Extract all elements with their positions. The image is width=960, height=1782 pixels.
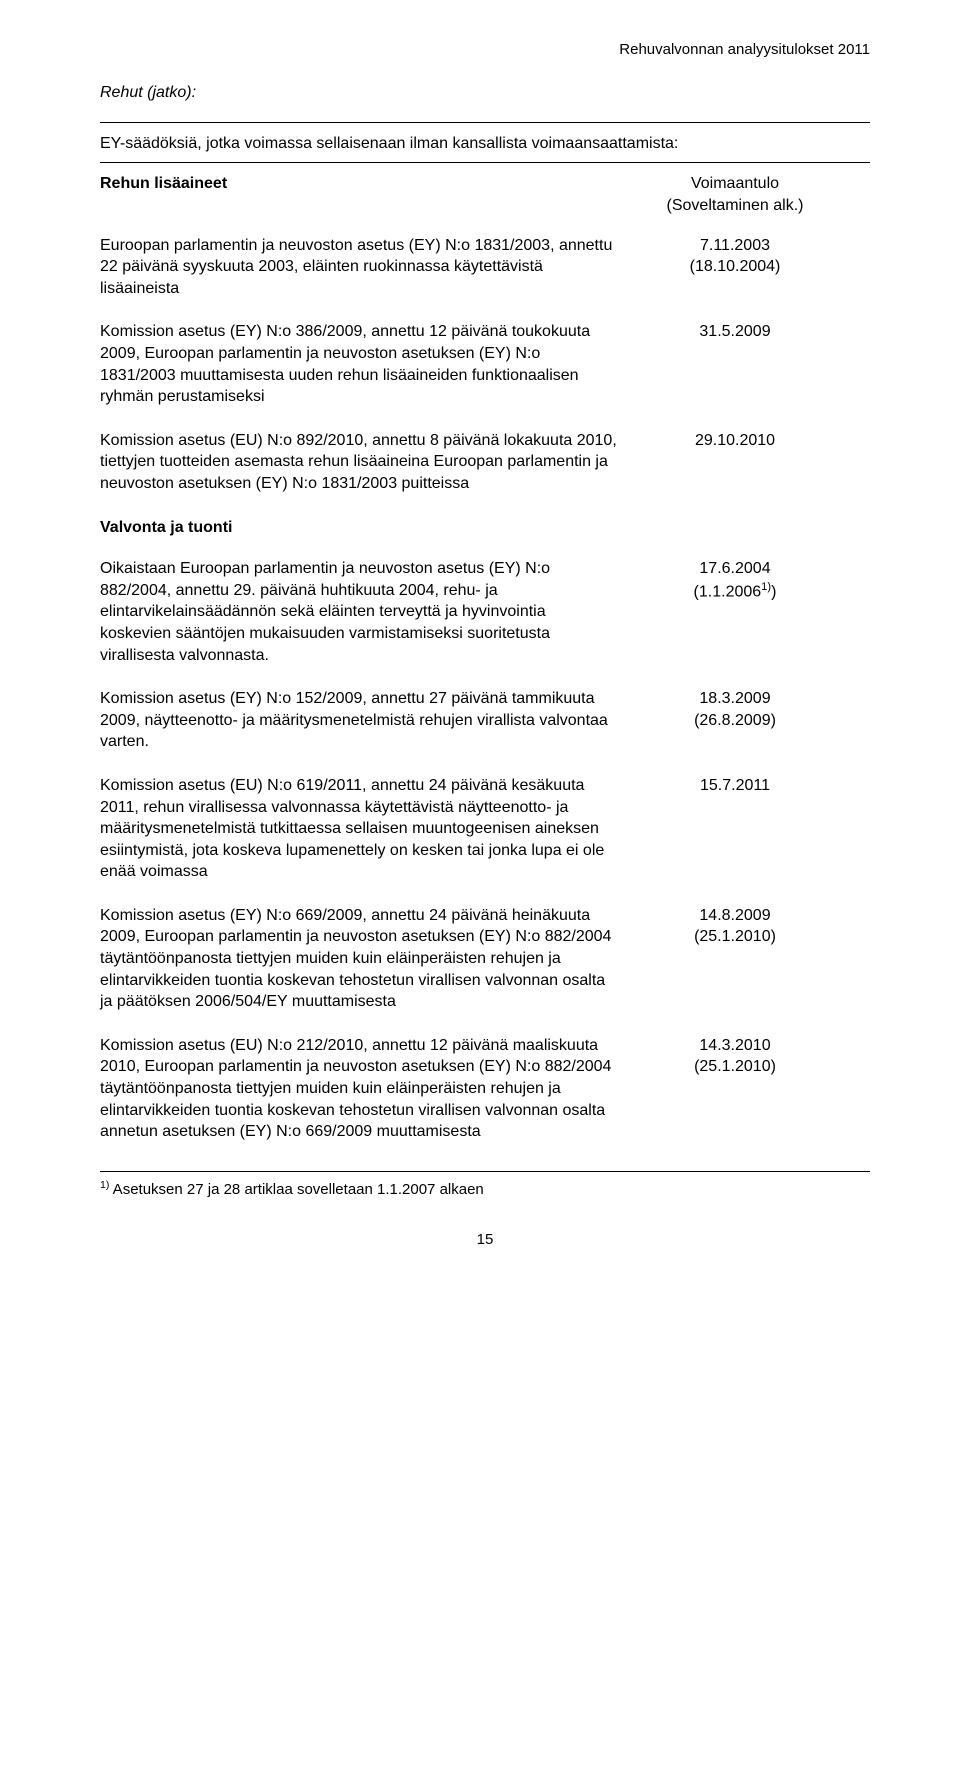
regulation-entry: Komission asetus (EY) N:o 669/2009, anne… bbox=[100, 905, 870, 1013]
regulation-entry: Komission asetus (EY) N:o 152/2009, anne… bbox=[100, 688, 870, 753]
divider bbox=[100, 162, 870, 163]
regulation-entry: Komission asetus (EU) N:o 619/2011, anne… bbox=[100, 775, 870, 883]
regulation-entry: Oikaistaan Euroopan parlamentin ja neuvo… bbox=[100, 558, 870, 666]
regulation-text: Euroopan parlamentin ja neuvoston asetus… bbox=[100, 235, 620, 300]
date-effective: 15.7.2011 bbox=[620, 775, 850, 797]
voimaantulo-label: Voimaantulo bbox=[620, 173, 850, 195]
column-heading-row: Rehun lisäaineet Voimaantulo (Soveltamin… bbox=[100, 173, 870, 216]
section-valvonta-heading: Valvonta ja tuonti bbox=[100, 517, 870, 539]
report-header: Rehuvalvonnan analyysitulokset 2011 bbox=[100, 40, 870, 60]
date-application: (25.1.2010) bbox=[620, 926, 850, 948]
date-effective: 29.10.2010 bbox=[620, 430, 850, 452]
soveltaminen-label: (Soveltaminen alk.) bbox=[620, 195, 850, 217]
date-effective: 18.3.2009 bbox=[620, 688, 850, 710]
footnote-marker: 1) bbox=[100, 1179, 109, 1191]
date-application: (25.1.2010) bbox=[620, 1056, 850, 1078]
regulation-dates: 7.11.2003(18.10.2004) bbox=[620, 235, 850, 278]
regulation-dates: 15.7.2011 bbox=[620, 775, 850, 797]
regulation-text: Komission asetus (EY) N:o 152/2009, anne… bbox=[100, 688, 620, 753]
regulation-text: Komission asetus (EY) N:o 669/2009, anne… bbox=[100, 905, 620, 1013]
date-application: (18.10.2004) bbox=[620, 256, 850, 278]
date-effective: 17.6.2004 bbox=[620, 558, 850, 580]
date-application: (1.1.20061)) bbox=[620, 580, 850, 603]
date-application: (26.8.2009) bbox=[620, 710, 850, 732]
regulation-dates: 17.6.2004(1.1.20061)) bbox=[620, 558, 850, 603]
regulation-dates: 29.10.2010 bbox=[620, 430, 850, 452]
page-number: 15 bbox=[100, 1230, 870, 1250]
regulation-entry: Euroopan parlamentin ja neuvoston asetus… bbox=[100, 235, 870, 300]
footnote-separator bbox=[100, 1171, 870, 1172]
footnote: 1) Asetuksen 27 ja 28 artiklaa sovelleta… bbox=[100, 1178, 870, 1200]
regulation-entry: Komission asetus (EU) N:o 212/2010, anne… bbox=[100, 1035, 870, 1143]
divider bbox=[100, 122, 870, 123]
date-effective: 31.5.2009 bbox=[620, 321, 850, 343]
regulation-text: Komission asetus (EU) N:o 892/2010, anne… bbox=[100, 430, 620, 495]
regulation-text: Komission asetus (EY) N:o 386/2009, anne… bbox=[100, 321, 620, 407]
left-col-heading: Rehun lisäaineet bbox=[100, 173, 620, 195]
regulation-dates: 31.5.2009 bbox=[620, 321, 850, 343]
regulation-text: Komission asetus (EU) N:o 619/2011, anne… bbox=[100, 775, 620, 883]
regulation-text: Komission asetus (EU) N:o 212/2010, anne… bbox=[100, 1035, 620, 1143]
regulation-dates: 18.3.2009(26.8.2009) bbox=[620, 688, 850, 731]
date-effective: 7.11.2003 bbox=[620, 235, 850, 257]
regulation-text: Oikaistaan Euroopan parlamentin ja neuvo… bbox=[100, 558, 620, 666]
date-effective: 14.8.2009 bbox=[620, 905, 850, 927]
regulation-entry: Komission asetus (EY) N:o 386/2009, anne… bbox=[100, 321, 870, 407]
regulation-dates: 14.3.2010(25.1.2010) bbox=[620, 1035, 850, 1078]
regulation-entry: Komission asetus (EU) N:o 892/2010, anne… bbox=[100, 430, 870, 495]
date-effective: 14.3.2010 bbox=[620, 1035, 850, 1057]
section-continued: Rehut (jatko): bbox=[100, 82, 870, 104]
section-subtitle: EY-säädöksiä, jotka voimassa sellaisenaa… bbox=[100, 133, 870, 155]
footnote-text: Asetuksen 27 ja 28 artiklaa sovelletaan … bbox=[109, 1181, 483, 1198]
footnote-ref: 1) bbox=[761, 581, 771, 593]
right-col-heading: Voimaantulo (Soveltaminen alk.) bbox=[620, 173, 850, 216]
regulation-dates: 14.8.2009(25.1.2010) bbox=[620, 905, 850, 948]
